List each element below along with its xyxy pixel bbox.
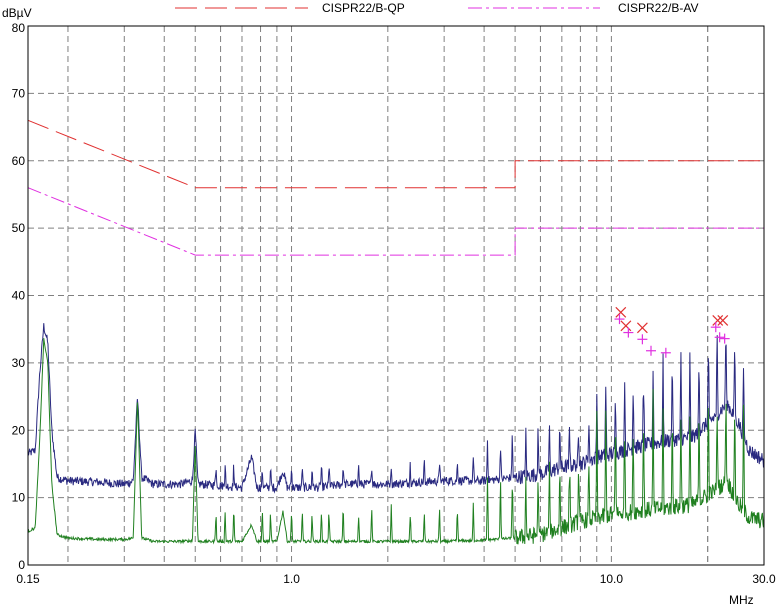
x-unit-label: MHz [729, 593, 754, 607]
y-tick-label: 60 [12, 154, 26, 168]
legend: CISPR22/B-QP CISPR22/B-AV [175, 1, 698, 15]
peak-trace-line [27, 323, 765, 494]
x-tick-label: 0.15 [16, 572, 40, 586]
av-peak-marker [614, 314, 625, 325]
x-tick-label: 1.0 [283, 572, 300, 586]
av-peak-marker [660, 347, 671, 358]
y-tick-label: 30 [12, 356, 26, 370]
y-tick-label: 40 [12, 289, 26, 303]
axis-labels: 0 10 20 30 40 50 60 70 80 0.15 1.0 10.0 30.0 [12, 21, 776, 586]
av-peak-marker [710, 322, 721, 333]
series-lines [27, 119, 765, 545]
legend-label-av: CISPR22/B-AV [618, 1, 698, 15]
y-tick-label: 20 [12, 423, 26, 437]
y-tick-label: 0 [18, 558, 25, 572]
av-peak-marker [623, 327, 634, 338]
av-peak-marker [646, 345, 657, 356]
av-peak-marker [719, 333, 730, 344]
average-trace-line [27, 338, 765, 545]
y-unit-label: dBµV [2, 6, 32, 20]
y-tick-label: 10 [12, 491, 26, 505]
qp-peak-marker [636, 322, 648, 334]
qp-peak-marker [717, 315, 729, 326]
qp-marker-stroke [615, 306, 627, 318]
qp-peak-marker [620, 320, 632, 332]
av-peak-marker [714, 332, 725, 343]
x-tick-label: 30.0 [752, 572, 776, 586]
plot-frame [27, 25, 765, 566]
y-tick-label: 80 [12, 21, 26, 35]
qp-peak-marker [615, 306, 627, 318]
x-tick-label: 10.0 [600, 572, 624, 586]
qp-limit-line [27, 119, 764, 189]
av-peak-marker [637, 334, 648, 345]
qp-marker-stroke [636, 322, 648, 334]
legend-label-qp: CISPR22/B-QP [322, 1, 405, 15]
qp-marker-stroke [620, 320, 632, 332]
peak-markers [614, 306, 730, 358]
y-tick-label: 50 [12, 221, 26, 235]
qp-peak-marker [712, 315, 724, 326]
av-limit-line [27, 187, 764, 256]
qp-marker-stroke [712, 315, 724, 326]
qp-marker-stroke [717, 315, 729, 326]
y-tick-label: 70 [12, 86, 26, 100]
